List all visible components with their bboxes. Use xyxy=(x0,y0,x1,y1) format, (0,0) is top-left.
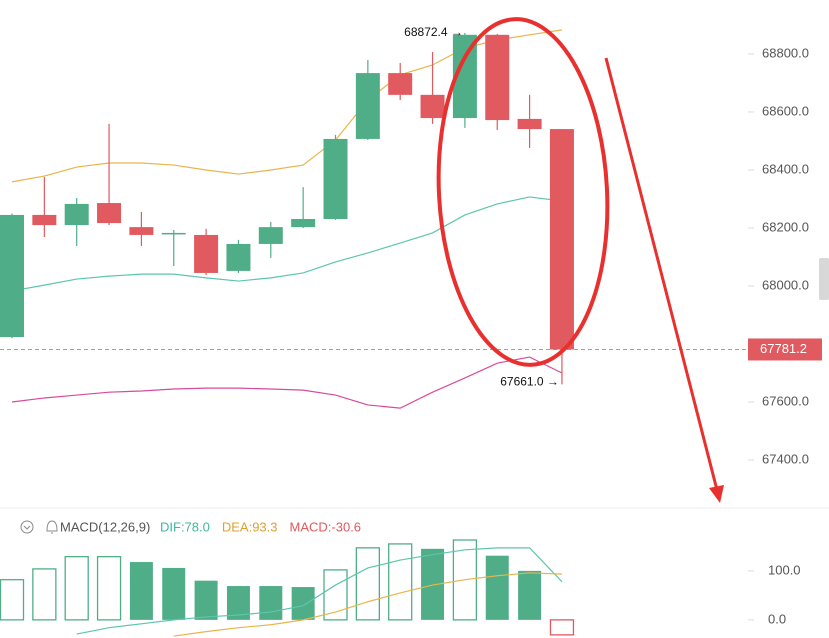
overlay-line xyxy=(11,29,563,183)
legend-entry: DIF:78.0 xyxy=(160,519,210,534)
trend-arrowhead xyxy=(709,485,724,503)
macd-title: MACD(12,26,9) xyxy=(60,519,150,534)
macd-pane: MACD(12,26,9) DIF:78.0 DEA:93.3 MACD:-30.6… xyxy=(0,519,801,637)
candle-body xyxy=(355,73,380,139)
macd-bar xyxy=(388,543,413,621)
y-tick-label: 68200.0 xyxy=(762,219,809,234)
macd-bar xyxy=(485,555,509,620)
y-tick-label: 68600.0 xyxy=(762,103,809,118)
macd-bar xyxy=(421,548,445,620)
candle-body xyxy=(32,214,57,226)
last-price-box xyxy=(748,338,822,361)
candle-body xyxy=(64,203,89,226)
macd-bar xyxy=(355,547,381,621)
y-tick-label: 68400.0 xyxy=(762,161,809,176)
collapse-icon[interactable] xyxy=(20,520,34,534)
right-tab[interactable] xyxy=(819,258,829,300)
macd-bar xyxy=(452,539,478,621)
price-pane: 68800.0 68600.0 68400.0 68200.0 68000.0 67600… xyxy=(0,25,822,466)
y-tick-label: 67400.0 xyxy=(762,451,809,466)
macd-bar xyxy=(96,556,122,621)
macd-bar xyxy=(518,570,542,620)
candle-body xyxy=(258,227,283,244)
y-tick-label: 68800.0 xyxy=(762,45,809,60)
candle-body xyxy=(129,227,154,235)
trend-arrow xyxy=(604,57,719,491)
low-annotation: 67661.0 → xyxy=(500,375,559,389)
macd-line xyxy=(173,572,562,637)
candle-body xyxy=(161,232,186,235)
macd-bar xyxy=(291,587,315,620)
candle-body xyxy=(291,218,316,228)
candle-body xyxy=(97,203,122,224)
last-price-label: 67781.2 xyxy=(760,341,807,356)
candle-body xyxy=(0,214,24,338)
y-tick-label: 67600.0 xyxy=(762,393,809,408)
macd-bar xyxy=(129,562,153,620)
high-annotation: 68872.4 → xyxy=(404,25,463,39)
candle-body xyxy=(226,243,251,271)
candle-body xyxy=(323,138,348,219)
macd-bar xyxy=(32,568,57,621)
y-tick-label: 0.0 xyxy=(768,611,786,626)
candle-body xyxy=(388,73,413,95)
macd-bar xyxy=(549,619,575,636)
y-tick-label: 68000.0 xyxy=(762,277,809,292)
candle-body xyxy=(485,34,510,121)
bell-icon[interactable] xyxy=(46,520,58,534)
legend-entry: DEA:93.3 xyxy=(222,519,278,534)
highlight-ellipse xyxy=(436,17,610,367)
macd-bar xyxy=(162,567,186,620)
legend-entry: MACD:-30.6 xyxy=(290,519,362,534)
y-tick-label: 100.0 xyxy=(768,562,801,577)
macd-bar xyxy=(0,579,25,621)
macd-bar xyxy=(194,580,218,620)
overlay-line xyxy=(11,196,563,292)
collapse-chevron xyxy=(23,525,31,530)
candle-body xyxy=(549,129,574,350)
macd-bar xyxy=(259,586,283,620)
candle-body xyxy=(194,234,219,273)
overlay-line xyxy=(11,356,563,409)
macd-bar xyxy=(226,586,250,620)
candle-body xyxy=(420,94,445,119)
macd-bar xyxy=(323,569,348,621)
candle-body xyxy=(517,118,542,130)
macd-line xyxy=(76,547,563,635)
macd-bar xyxy=(64,556,89,621)
